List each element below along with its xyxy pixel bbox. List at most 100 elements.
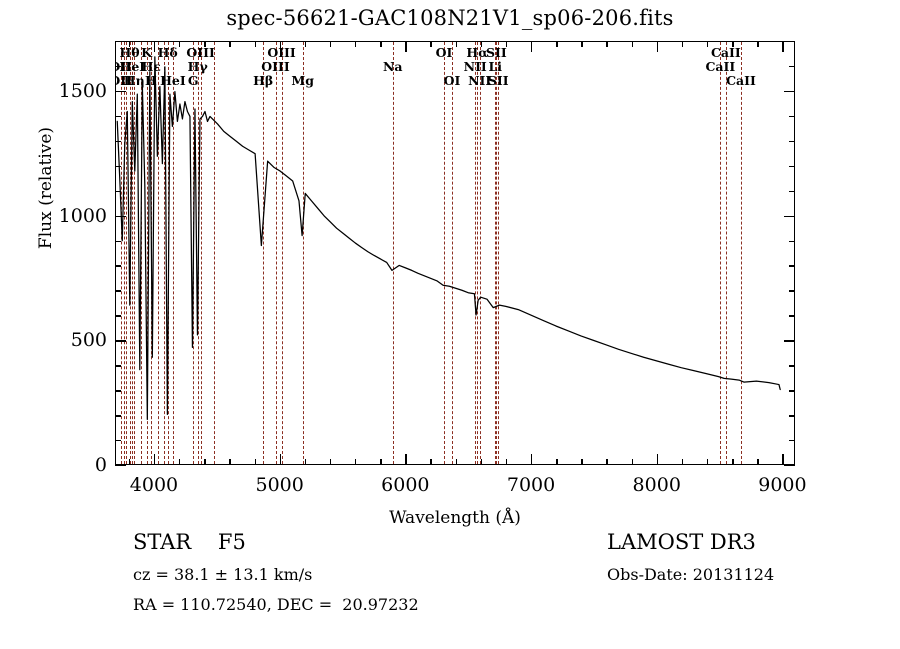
x-tick-label: 6000 [381, 474, 430, 496]
y-major-tick-right [784, 465, 795, 467]
marker-line [134, 42, 136, 464]
line-label: Mg [291, 73, 314, 88]
line-label: OII [116, 73, 132, 88]
marker-line [132, 42, 134, 464]
line-label: Hβ [253, 73, 274, 88]
x-minor-tick-top [455, 41, 458, 47]
marker-line [158, 42, 160, 464]
marker-line [498, 42, 500, 464]
line-label: SII [487, 73, 509, 88]
y-minor-tick [115, 315, 121, 317]
marker-line [479, 42, 481, 464]
y-minor-tick-right [789, 315, 795, 317]
y-major-tick [115, 465, 126, 467]
x-minor-tick [179, 459, 181, 465]
y-major-tick-right [784, 90, 795, 93]
x-minor-tick [480, 459, 483, 465]
line-label: Hε [141, 59, 161, 74]
line-label: NII [468, 73, 492, 88]
y-major-tick-right [784, 215, 795, 217]
redshift-velocity: cz = 38.1 ± 13.1 km/s [133, 565, 313, 584]
observation-date: Obs-Date: 20131124 [607, 565, 775, 584]
x-minor-tick [128, 459, 131, 465]
y-minor-tick-right [789, 390, 795, 392]
y-major-tick [115, 90, 126, 93]
y-major-tick-right [784, 340, 795, 342]
line-label: Hδ [157, 45, 178, 60]
marker-line [725, 42, 727, 464]
plot-frame: OIIOIIHθHeIHηKHHεHδHeIHγGOIIIHβOIIIOIIIM… [115, 41, 795, 465]
y-minor-tick [115, 41, 121, 43]
x-minor-tick [380, 459, 382, 465]
y-tick-label: 1000 [58, 204, 107, 227]
survey-name: LAMOST DR3 [607, 530, 756, 554]
x-minor-tick [505, 459, 508, 465]
x-minor-tick [757, 459, 759, 465]
line-label: OIII [261, 59, 290, 74]
y-minor-tick-right [789, 165, 795, 168]
line-label: H [145, 73, 157, 88]
marker-line [146, 42, 148, 464]
x-minor-tick-top [732, 41, 734, 47]
footer: STAR F5 cz = 38.1 ± 13.1 km/s RA = 110.7… [0, 530, 900, 640]
marker-line [475, 42, 477, 464]
y-minor-tick [115, 115, 121, 118]
marker-line [302, 42, 304, 464]
x-minor-tick-top [631, 41, 633, 47]
marker-line [720, 42, 722, 464]
x-minor-tick-top [380, 41, 382, 47]
x-minor-tick-top [505, 41, 508, 47]
y-minor-tick [115, 165, 121, 168]
x-minor-tick-top [179, 41, 181, 47]
line-label: OI [435, 45, 453, 60]
y-axis-title: Flux (relative) [36, 126, 56, 250]
y-minor-tick-right [789, 290, 795, 292]
x-major-tick-top [531, 41, 533, 52]
plot-inner: OIIOIIHθHeIHηKHHεHδHeIHγGOIIIHβOIIIOIIIM… [116, 42, 794, 464]
x-minor-tick-top [606, 41, 608, 47]
x-minor-tick [732, 459, 734, 465]
y-minor-tick-right [789, 415, 795, 417]
x-minor-tick-top [229, 41, 231, 47]
x-axis-title: Wavelength (Å) [389, 508, 521, 528]
marker-line [392, 42, 394, 464]
y-minor-tick-right [789, 190, 795, 193]
marker-line [451, 42, 453, 464]
y-minor-tick [115, 290, 121, 292]
x-minor-tick-top [128, 41, 131, 47]
y-minor-tick [115, 365, 121, 367]
line-label: Hα [466, 45, 488, 60]
x-tick-label: 8000 [632, 474, 681, 496]
line-label: OIII [267, 45, 296, 60]
x-minor-tick-top [204, 41, 206, 47]
line-label: K [141, 45, 152, 60]
marker-line [120, 42, 122, 464]
x-minor-tick [355, 459, 357, 465]
line-label: Hη [123, 73, 145, 88]
line-label: Li [488, 59, 502, 74]
marker-line [495, 42, 497, 464]
y-minor-tick-right [789, 240, 795, 242]
x-major-tick-top [405, 41, 407, 52]
line-label: HeI [119, 59, 146, 74]
x-minor-tick-top [480, 41, 483, 47]
y-minor-tick-right [789, 65, 795, 68]
y-major-tick [115, 340, 126, 342]
x-minor-tick [204, 459, 206, 465]
x-major-tick-top [656, 41, 659, 52]
x-minor-tick [681, 459, 684, 465]
y-minor-tick-right [789, 440, 795, 442]
x-minor-tick-top [304, 41, 307, 47]
x-minor-tick-top [355, 41, 357, 47]
x-minor-tick-top [556, 41, 558, 47]
marker-line [496, 42, 498, 464]
x-minor-tick-top [329, 41, 332, 47]
y-minor-tick [115, 415, 121, 417]
line-label: Na [383, 59, 403, 74]
x-minor-tick [606, 459, 608, 465]
x-tick-label: 4000 [129, 474, 179, 496]
y-minor-tick-right [789, 365, 795, 367]
y-minor-tick-right [789, 115, 795, 118]
y-tick-label: 1500 [58, 79, 107, 102]
